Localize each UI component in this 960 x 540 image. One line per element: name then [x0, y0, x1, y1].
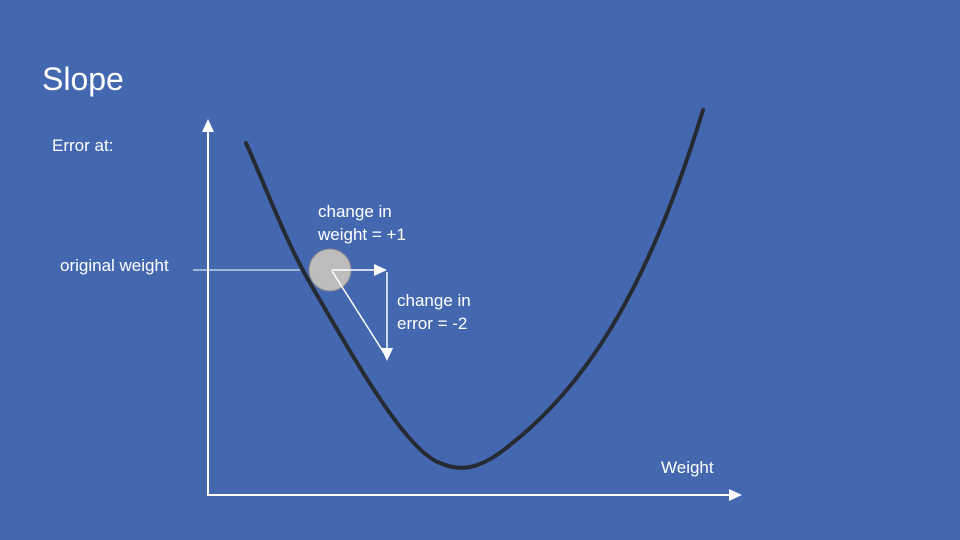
slide-title: Slope — [42, 61, 124, 97]
x-axis-arrowhead — [729, 489, 742, 501]
weight-change-label: change in weight = +1 — [318, 200, 406, 246]
error-change-arrowhead — [381, 348, 393, 361]
x-axis-label: Weight — [661, 458, 714, 477]
weight-change-label-line-1: change in — [318, 202, 392, 221]
weight-change-arrowhead — [374, 264, 387, 276]
y-axis-label: Error at: — [52, 136, 114, 155]
error-change-label: change in error = -2 — [397, 289, 471, 335]
y-axis-arrowhead — [202, 119, 214, 132]
weight-change-label-line-2: weight = +1 — [318, 225, 406, 244]
error-change-label-line-2: error = -2 — [397, 314, 468, 333]
original-weight-label: original weight — [60, 256, 169, 275]
error-curve — [244, 108, 705, 470]
slope-line — [331, 270, 385, 354]
error-change-label-line-1: change in — [397, 291, 471, 310]
